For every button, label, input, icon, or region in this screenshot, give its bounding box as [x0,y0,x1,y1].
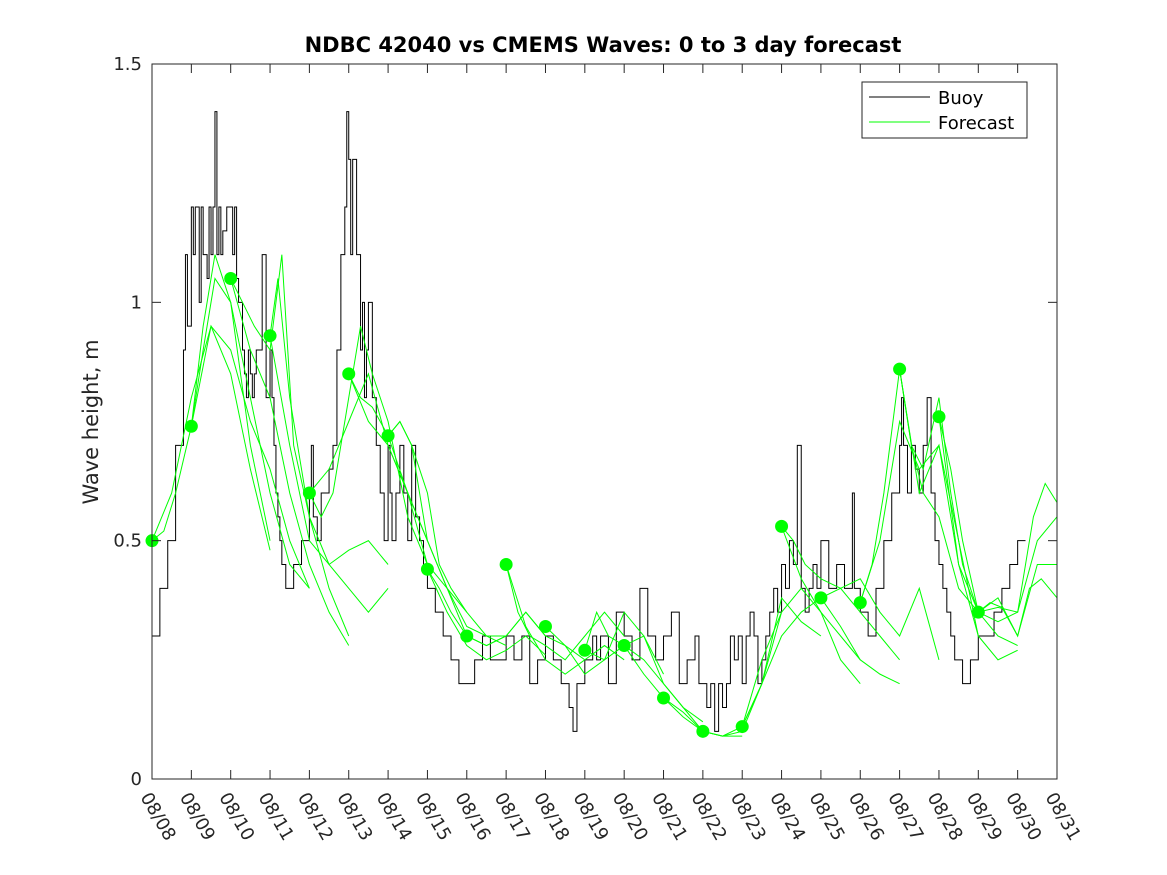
forecast-marker [381,429,395,443]
chart-title: NDBC 42040 vs CMEMS Waves: 0 to 3 day fo… [305,33,902,57]
forecast-run-line [623,645,743,737]
x-tick-label: 08/23 [726,789,770,844]
forecast-marker [617,639,631,653]
x-tick-label: 08/20 [608,789,652,844]
y-tick-label: 1.5 [113,54,142,75]
legend: Buoy Forecast [861,81,1028,139]
forecast-marker [460,629,474,643]
forecast-run-line [977,578,1058,638]
x-tick-label: 08/24 [765,789,809,844]
forecast-marker [696,724,710,738]
x-tick-label: 08/12 [293,789,337,844]
x-tick-label: 08/22 [687,789,731,844]
plot-area [145,111,1058,738]
forecast-marker [853,596,867,610]
x-tick-label: 08/13 [332,789,376,844]
forecast-run-line [269,335,389,566]
forecast-run-line [938,416,1058,613]
axes-box [151,63,1058,780]
x-tick-label: 08/31 [1041,789,1085,844]
forecast-run-line [978,482,1058,623]
y-tick-label: 1 [131,292,142,313]
x-axis: 08/0808/0908/1008/1108/1208/1308/1408/15… [136,64,1085,844]
forecast-run-line [190,325,310,589]
forecast-marker [224,272,238,285]
forecast-run-line [820,578,940,660]
forecast-marker [499,558,513,571]
x-tick-label: 08/18 [529,789,573,844]
forecast-run-line [505,564,625,675]
forecast-marker [971,605,985,619]
forecast-run-line [781,526,900,685]
x-tick-label: 08/21 [647,789,691,844]
forecast-run-line [426,569,546,661]
x-tick-label: 08/16 [450,789,494,844]
forecast-marker [893,362,907,376]
forecast-run-line [899,368,1018,661]
forecast-marker [302,486,316,500]
forecast-run-line [741,587,861,727]
forecast-marker [657,691,671,705]
forecast-run-line [505,564,625,661]
x-tick-label: 08/30 [1001,789,1045,844]
x-tick-label: 08/10 [214,789,258,844]
forecast-run-line [151,324,271,551]
x-tick-label: 08/19 [568,789,612,844]
forecast-marker [578,643,592,657]
x-tick-label: 08/29 [962,789,1006,844]
x-tick-label: 08/08 [136,789,180,844]
forecast-run-line [308,326,428,565]
forecast-run-line [584,610,704,732]
x-tick-label: 08/17 [490,789,534,844]
buoy-series-line [152,111,1026,732]
forecast-marker [263,329,277,343]
forecast-run-line [899,368,1018,646]
forecast-marker [735,720,749,734]
forecast-run-line [387,435,507,637]
y-axis: 0 0.5 1 1.5 [113,54,1057,790]
forecast-marker [420,562,434,576]
x-tick-label: 08/28 [923,789,967,844]
legend-buoy-label: Buoy [938,88,984,109]
forecast-run-line [545,611,664,675]
forecast-marker [775,519,789,533]
y-axis-label: Wave height, m [79,339,103,504]
forecast-run-line [230,278,350,646]
forecast-run-line [781,526,900,661]
forecast-run-line [309,372,428,541]
forecast-marker [184,419,198,433]
forecast-marker [814,591,828,605]
x-tick-label: 08/27 [883,789,927,844]
forecast-run-line [230,254,350,637]
y-tick-label: 0.5 [113,531,142,552]
x-tick-label: 08/26 [844,789,888,844]
forecast-marker [538,619,552,633]
x-tick-label: 08/09 [175,789,219,844]
forecast-run-line [190,277,310,589]
legend-box [861,81,1028,139]
forecast-marker [932,410,946,424]
y-tick-label: 0 [131,769,142,790]
x-tick-label: 08/11 [254,789,298,844]
forecast-run-line [387,420,507,646]
forecast-run-line [938,416,1057,638]
x-tick-label: 08/15 [411,789,455,844]
legend-forecast-label: Forecast [938,113,1014,134]
x-tick-label: 08/14 [372,789,416,844]
forecast-run-line [584,644,704,723]
forecast-marker [342,367,356,381]
forecast-run-line [741,597,861,727]
forecast-run-line [269,278,389,613]
x-tick-label: 08/25 [805,789,849,844]
